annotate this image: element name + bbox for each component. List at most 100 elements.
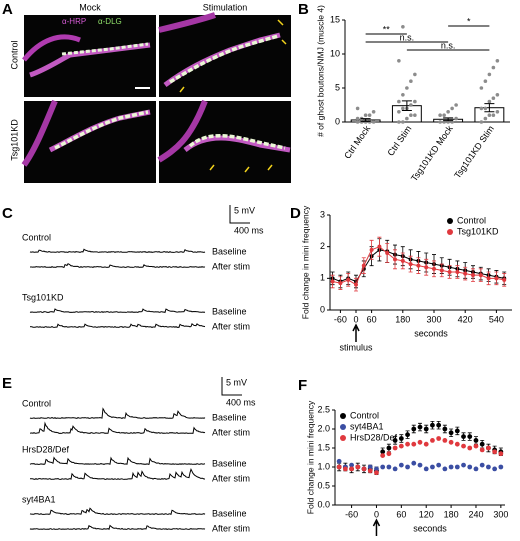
legend-label: Control xyxy=(350,410,379,420)
stain-label: α-DLG xyxy=(98,17,122,26)
data-point xyxy=(392,466,398,472)
data-point xyxy=(380,464,386,470)
column-label: Mock xyxy=(79,2,101,12)
row-label: Tsg101KD xyxy=(9,119,19,161)
scale-label: 5 mV xyxy=(226,377,247,387)
data-point xyxy=(338,281,343,286)
data-point xyxy=(467,464,473,470)
group-label: HrsD28/Def xyxy=(22,444,70,454)
data-point xyxy=(436,436,442,441)
data-point xyxy=(380,449,386,455)
group-label: syt4BA1 xyxy=(22,494,56,504)
x-tick-label: Tsg101KD Stim xyxy=(452,124,496,181)
data-point xyxy=(342,466,348,472)
micrograph xyxy=(21,99,156,183)
group-label: Control xyxy=(22,232,51,242)
group-label: Tsg101KD xyxy=(22,292,64,302)
data-point xyxy=(367,120,372,124)
panel-letter: C xyxy=(2,205,13,222)
data-point xyxy=(498,464,504,470)
x-tick-label: 120 xyxy=(419,509,434,519)
annotation: * xyxy=(467,16,471,26)
x-tick-label: Ctrl Mock xyxy=(342,123,372,160)
data-point xyxy=(471,273,475,278)
data-point xyxy=(438,120,442,124)
legend-label: syt4BA1 xyxy=(350,421,384,431)
data-point xyxy=(397,59,401,63)
trace xyxy=(29,524,206,531)
trace-label: Baseline xyxy=(212,508,247,518)
data-point xyxy=(461,434,466,439)
trace xyxy=(29,456,206,466)
scale-bar xyxy=(221,377,242,396)
data-point xyxy=(416,263,421,268)
data-point xyxy=(442,113,446,117)
data-point xyxy=(371,110,376,114)
data-point xyxy=(405,464,410,470)
data-point xyxy=(386,451,392,457)
x-tick-label: 60 xyxy=(396,509,406,519)
data-point xyxy=(386,464,392,470)
data-point xyxy=(448,439,454,445)
micrograph xyxy=(158,12,291,97)
panel-letter: B xyxy=(298,1,309,18)
data-point xyxy=(483,79,488,83)
column-label: Stimulation xyxy=(203,2,248,12)
data-point xyxy=(398,462,404,468)
data-point xyxy=(363,113,368,117)
data-point xyxy=(401,93,405,97)
data-point xyxy=(397,99,401,104)
data-point xyxy=(401,25,405,29)
data-point xyxy=(436,462,442,468)
data-point xyxy=(487,72,492,77)
y-axis-label: # of ghost boutons/NMJ (muscle 4) xyxy=(315,5,325,137)
data-point xyxy=(483,106,488,111)
data-point xyxy=(367,468,373,474)
trace xyxy=(30,263,206,269)
trace-label: After stim xyxy=(212,473,250,483)
data-point xyxy=(361,263,366,268)
x-axis-label: seconds xyxy=(413,523,447,533)
data-point xyxy=(398,436,404,441)
data-point xyxy=(454,464,460,470)
micrograph: α-HRP α-DLG xyxy=(22,15,156,97)
trace-label: After stim xyxy=(212,321,250,331)
annotation: ** xyxy=(383,24,391,34)
data-point xyxy=(483,116,488,121)
y-tick-label: 0 xyxy=(335,116,340,126)
legend-marker xyxy=(447,229,453,235)
y-tick-label: 1 xyxy=(320,273,325,283)
data-point xyxy=(495,93,500,97)
data-point xyxy=(486,445,491,451)
data-point xyxy=(374,470,379,476)
data-point xyxy=(473,438,479,443)
data-point xyxy=(408,262,413,267)
row-label: Control xyxy=(9,40,19,69)
data-point xyxy=(413,72,417,77)
legend-label: Tsg101KD xyxy=(457,226,499,236)
data-point xyxy=(491,113,496,117)
x-tick-label: 240 xyxy=(468,509,483,519)
data-point xyxy=(492,449,498,455)
x-tick-label: 0 xyxy=(353,314,358,324)
data-point xyxy=(398,443,404,449)
panel-letter: D xyxy=(290,205,301,222)
error-bar xyxy=(484,103,495,113)
data-point xyxy=(479,86,484,90)
trace-label: After stim xyxy=(212,261,250,271)
legend-marker xyxy=(340,413,346,419)
error-bar xyxy=(401,100,412,111)
data-point xyxy=(491,96,496,100)
data-point xyxy=(479,447,485,453)
data-point xyxy=(439,268,444,273)
data-point xyxy=(423,466,429,472)
data-point xyxy=(411,441,417,447)
data-point xyxy=(369,247,374,252)
data-point xyxy=(467,434,473,439)
data-point xyxy=(473,443,479,449)
stimulus-arrow xyxy=(352,323,360,342)
data-point xyxy=(405,441,410,447)
trace xyxy=(29,248,206,253)
data-point xyxy=(502,277,507,282)
